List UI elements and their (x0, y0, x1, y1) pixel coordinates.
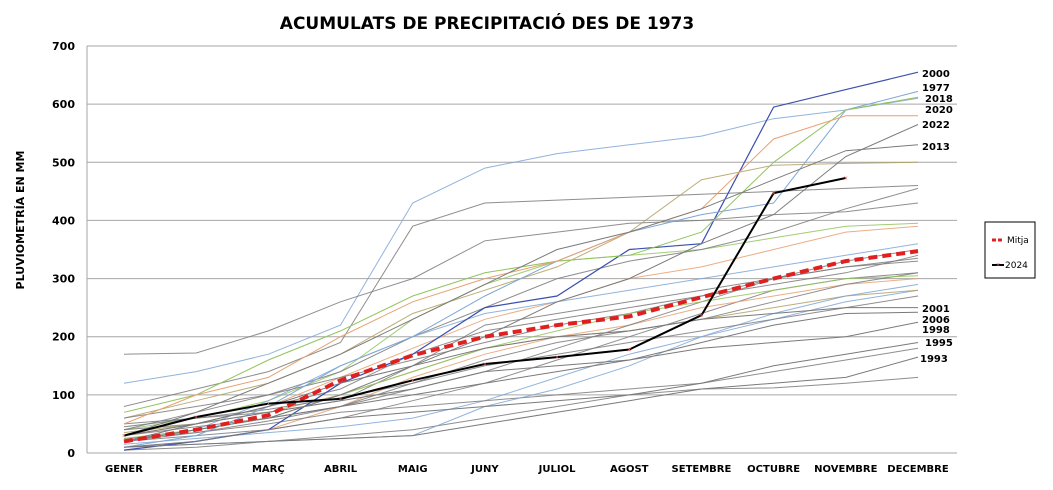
y-tick-label: 600 (52, 98, 75, 111)
year-label-2001: 2001 (922, 304, 950, 315)
legend-box (984, 221, 1036, 279)
x-tick-labels: GENER FEBRER MARÇ ABRIL MAIG JUNY JULIOL AGOST S… (105, 464, 949, 475)
year-series-line (123, 161, 919, 419)
series-2024-marker: × (555, 355, 559, 362)
legend-label-mitja: Mitja (1007, 236, 1029, 246)
year-series-group (123, 97, 919, 451)
year-series-line (123, 187, 919, 431)
year-series-line (123, 257, 919, 419)
x-tick-label: GENER (105, 464, 143, 475)
labeled-year-series-group (123, 71, 919, 451)
year-label-2020: 2020 (925, 105, 953, 116)
year-label-2006: 2006 (922, 315, 950, 326)
series-2024-marker: × (266, 401, 270, 408)
x-tick-label: JUNY (470, 464, 499, 475)
year-series-line (123, 283, 919, 448)
year-series-line-2001 (123, 307, 918, 442)
x-tick-label: FEBRER (174, 464, 218, 475)
year-series-line-1998 (123, 321, 919, 437)
gridlines (86, 45, 957, 454)
mitja-series-line (123, 249, 919, 444)
x-tick-label: AGOST (610, 464, 649, 475)
y-axis-label: PLUVIOMETRÍA EN MM (14, 151, 27, 290)
x-tick-label: JULIOL (538, 464, 576, 475)
year-series-line (123, 289, 919, 445)
legend: Mitja × 2024 (984, 221, 1036, 279)
y-tick-label: 400 (52, 214, 75, 227)
year-series-line-2006 (123, 311, 919, 442)
y-tick-label: 200 (52, 331, 75, 344)
year-series-line-1977 (123, 90, 919, 448)
y-tick-labels: 0 100 200 300 400 500 600 700 (52, 40, 75, 460)
year-series-line-2013 (123, 144, 919, 437)
year-series-line (123, 272, 919, 442)
series-2024-marker: × (483, 362, 487, 369)
year-series-line (123, 376, 919, 451)
year-label-2022: 2022 (922, 120, 950, 131)
year-label-2000: 2000 (922, 69, 950, 80)
series-2024-marker: × (844, 175, 848, 182)
x-tick-label: MAIG (398, 464, 428, 475)
y-tick-label: 700 (52, 40, 75, 53)
highlight-series-group: × × × × × × × × × × × (122, 175, 919, 444)
series-2024-line (123, 177, 847, 437)
series-2024-marker: × (338, 396, 342, 403)
series-2024-marker: × (627, 347, 631, 354)
chart-title: ACUMULATS DE PRECIPITACIÓ DES DE 1973 (280, 12, 694, 34)
x-tick-label: SETEMBRE (672, 464, 732, 475)
year-series-line (123, 222, 919, 431)
series-2024-marker: × (699, 313, 703, 320)
x-tick-label: ABRIL (324, 464, 358, 475)
y-tick-label: 300 (52, 273, 75, 286)
legend-label-2024: 2024 (1005, 261, 1028, 271)
year-label-1995: 1995 (925, 338, 953, 349)
series-2024-marker: × (411, 378, 415, 385)
year-series-line-2018 (123, 96, 919, 413)
series-2024-marker: × (194, 414, 198, 421)
legend-marker-2024: × (996, 262, 1000, 269)
year-series-line-2020 (123, 115, 918, 425)
year-series-line (123, 97, 919, 384)
x-tick-label: NOVEMBRE (814, 464, 877, 475)
x-tick-label: MARÇ (252, 464, 285, 475)
year-series-line (123, 202, 919, 355)
series-2024-marker: × (122, 433, 126, 440)
year-label-1998: 1998 (922, 325, 950, 336)
year-series-line-1993 (123, 356, 919, 448)
y-tick-label: 500 (52, 156, 75, 169)
year-label-2018: 2018 (925, 94, 953, 105)
x-tick-label: OCTUBRE (747, 464, 800, 475)
year-series-line-1995 (123, 342, 919, 448)
year-label-1977: 1977 (922, 83, 950, 94)
year-label-2013: 2013 (922, 142, 950, 153)
y-tick-label: 0 (67, 447, 75, 460)
y-tick-label: 100 (52, 389, 75, 402)
x-tick-label: DECEMBRE (887, 464, 949, 475)
year-label-1993: 1993 (920, 354, 948, 365)
series-2024-marker: × (772, 191, 776, 198)
